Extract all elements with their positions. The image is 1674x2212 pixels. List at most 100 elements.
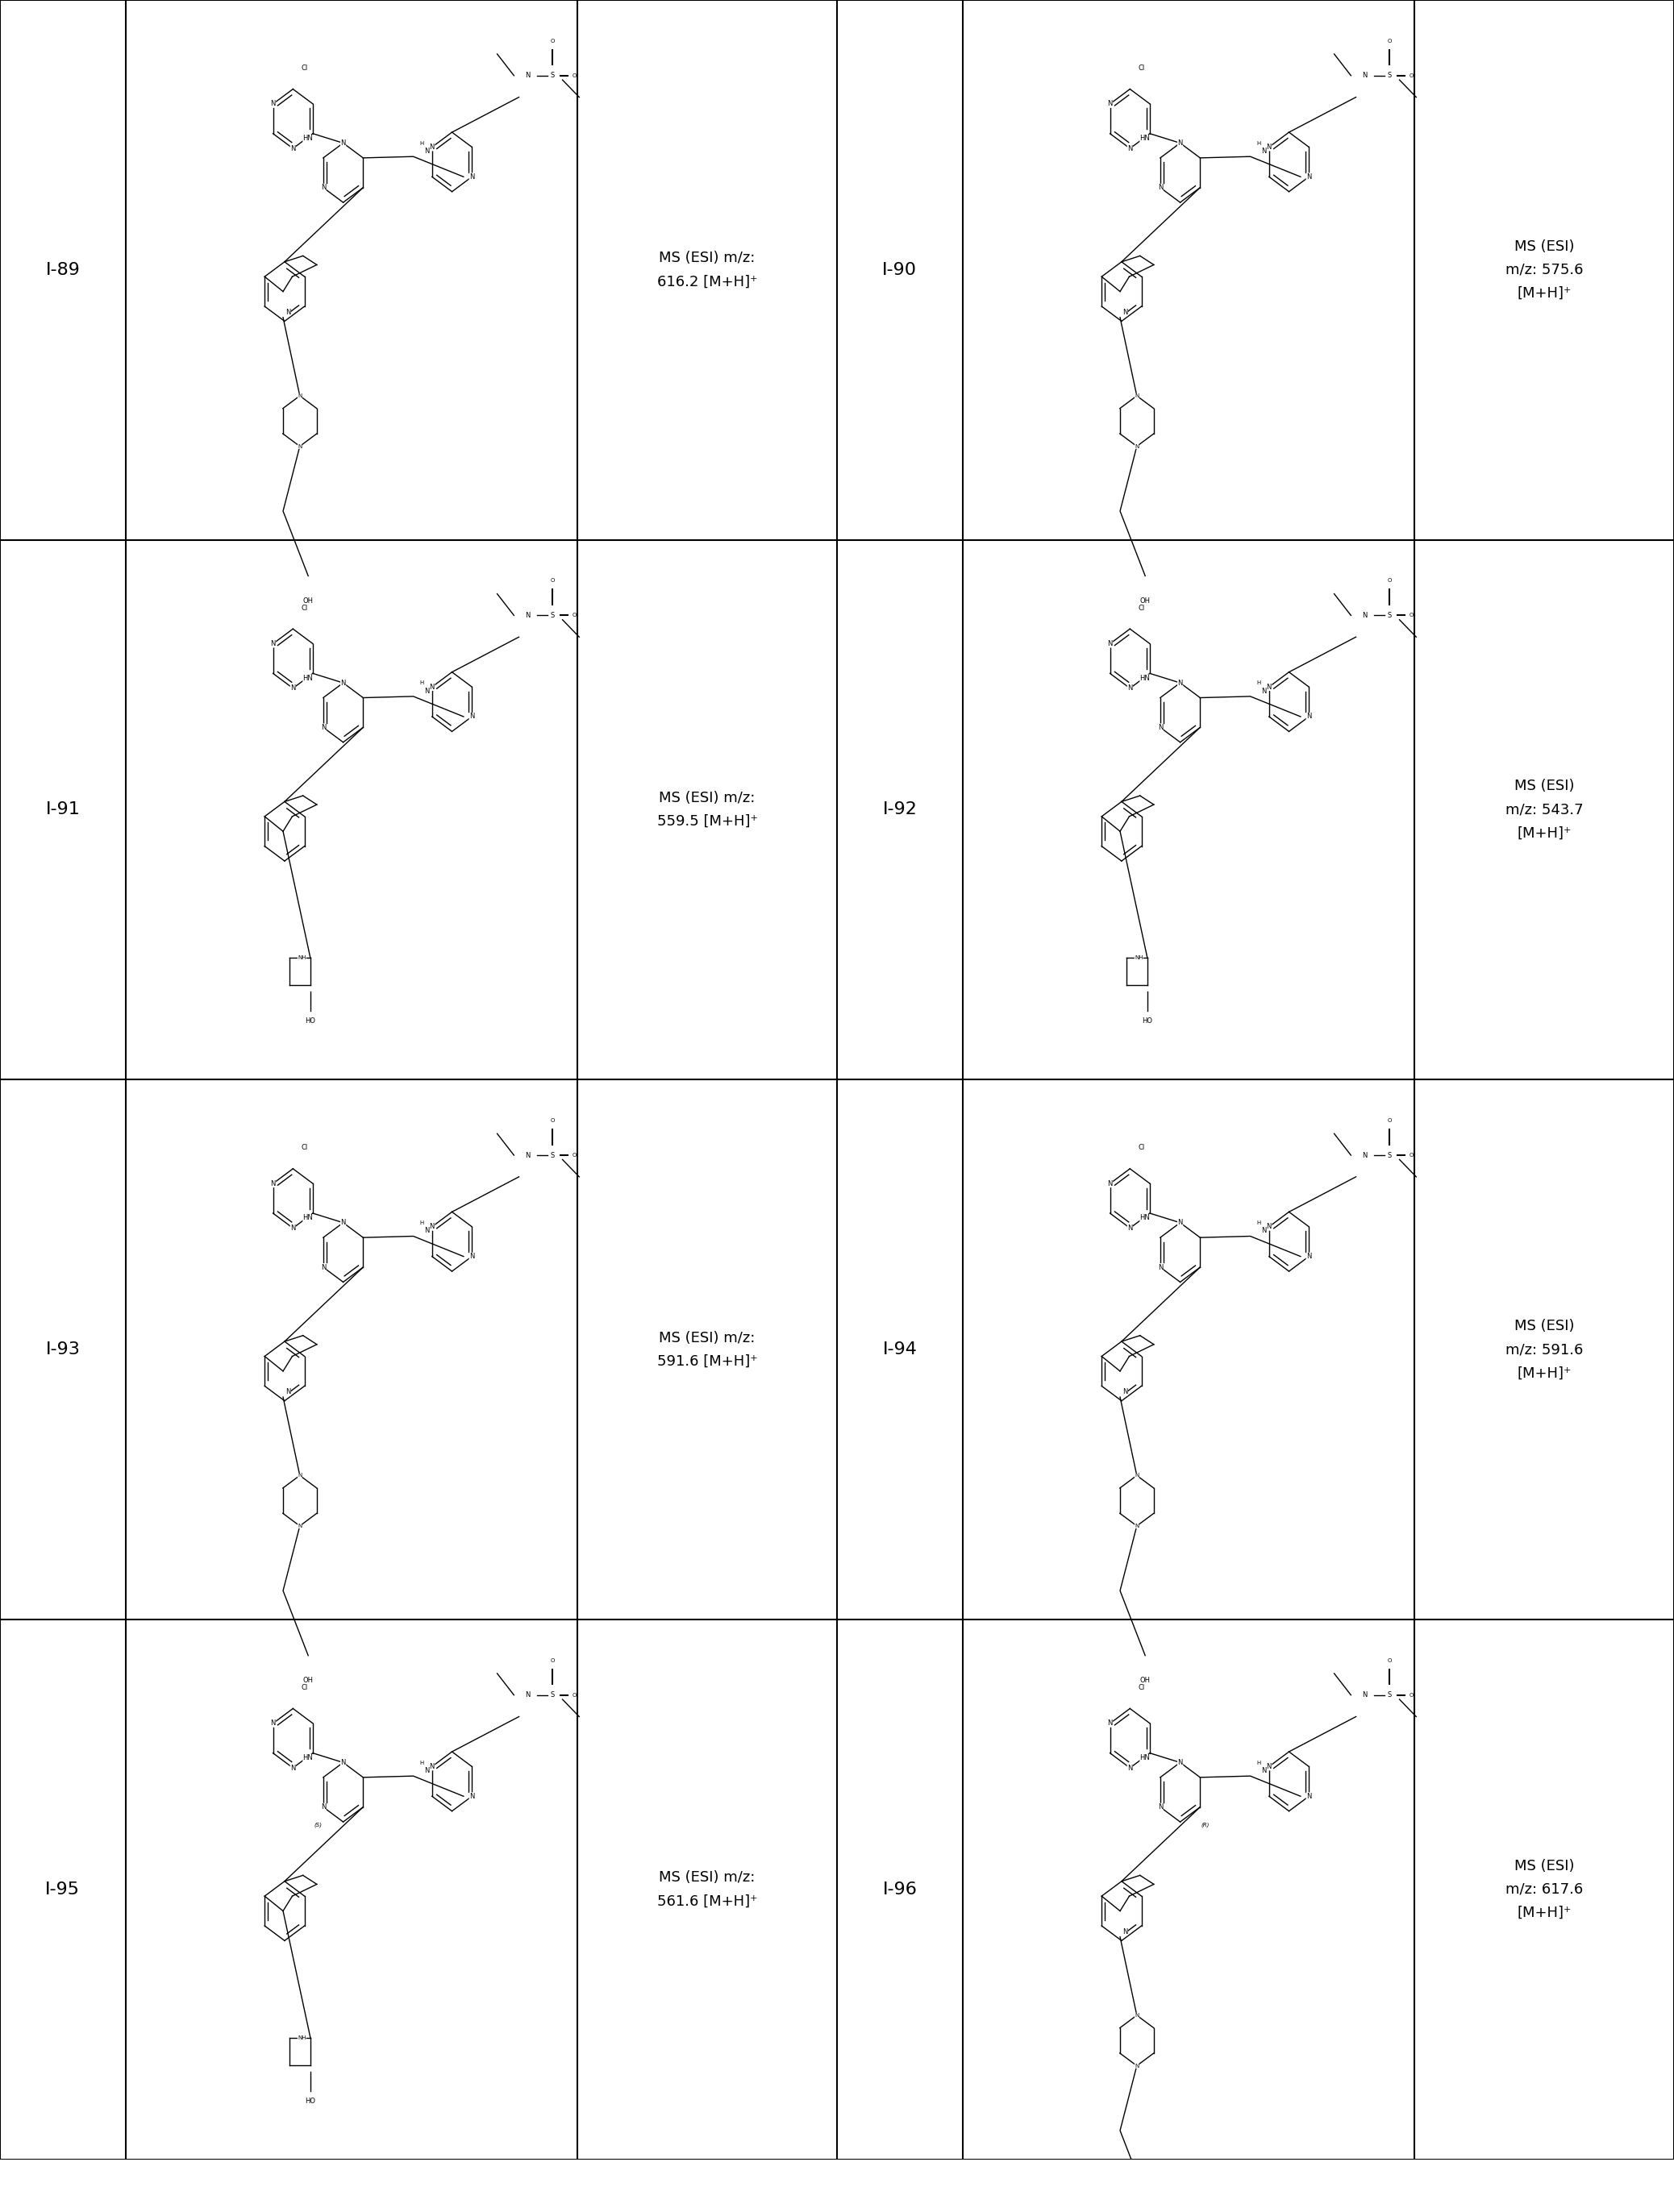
Text: MS (ESI)
m/z: 591.6
[M+H]⁺: MS (ESI) m/z: 591.6 [M+H]⁺ — [1505, 1318, 1584, 1380]
Text: O: O — [1410, 1692, 1415, 1697]
Text: MS (ESI) m/z:
591.6 [M+H]⁺: MS (ESI) m/z: 591.6 [M+H]⁺ — [656, 1332, 758, 1369]
Text: N: N — [286, 1389, 291, 1396]
Text: N: N — [340, 679, 347, 686]
Text: O: O — [1388, 1657, 1391, 1663]
Text: OH: OH — [1140, 1677, 1150, 1683]
Text: I-89: I-89 — [45, 261, 80, 279]
Text: NH: NH — [1135, 956, 1143, 960]
Text: N: N — [1108, 1719, 1113, 1728]
Text: I-91: I-91 — [45, 801, 80, 818]
Text: N: N — [321, 723, 326, 730]
Text: N: N — [430, 1223, 435, 1230]
Text: O: O — [551, 1117, 554, 1124]
Text: N: N — [1135, 2013, 1138, 2017]
Text: H: H — [420, 142, 424, 146]
Text: Cl: Cl — [301, 604, 308, 613]
Text: I-92: I-92 — [882, 801, 917, 818]
Text: HN: HN — [1140, 675, 1150, 681]
Text: Cl: Cl — [1138, 64, 1145, 71]
Text: N: N — [1177, 679, 1184, 686]
Text: N: N — [1127, 144, 1133, 153]
Text: N: N — [1261, 148, 1267, 155]
Text: HO: HO — [1142, 1018, 1153, 1024]
Text: OH: OH — [303, 597, 313, 604]
Text: N: N — [524, 613, 531, 619]
Text: Cl: Cl — [1138, 1144, 1145, 1152]
Text: N: N — [298, 1473, 301, 1478]
Text: N: N — [424, 688, 430, 695]
Text: H: H — [1257, 142, 1261, 146]
Text: MS (ESI) m/z:
561.6 [M+H]⁺: MS (ESI) m/z: 561.6 [M+H]⁺ — [658, 1871, 757, 1909]
Text: S: S — [551, 1692, 554, 1699]
Text: O: O — [1388, 1117, 1391, 1124]
Text: MS (ESI)
m/z: 575.6
[M+H]⁺: MS (ESI) m/z: 575.6 [M+H]⁺ — [1505, 239, 1584, 301]
Text: N: N — [340, 1219, 347, 1225]
Text: S: S — [1388, 73, 1391, 80]
Text: N: N — [1158, 723, 1163, 730]
Text: N: N — [430, 144, 435, 150]
Text: O: O — [573, 73, 578, 77]
Text: N: N — [1177, 139, 1184, 146]
Text: N: N — [321, 1263, 326, 1272]
Text: S: S — [1388, 1152, 1391, 1159]
Text: N: N — [1135, 1473, 1138, 1478]
Text: N: N — [1135, 2064, 1138, 2068]
Text: N: N — [298, 394, 301, 398]
Text: MS (ESI)
m/z: 543.7
[M+H]⁺: MS (ESI) m/z: 543.7 [M+H]⁺ — [1505, 779, 1584, 841]
Text: N: N — [524, 1152, 531, 1159]
Text: N: N — [1123, 1389, 1128, 1396]
Text: Cl: Cl — [1138, 604, 1145, 613]
Text: NH: NH — [298, 956, 306, 960]
Text: N: N — [430, 684, 435, 690]
Text: H: H — [420, 1221, 424, 1225]
Text: N: N — [271, 639, 276, 648]
Text: N: N — [340, 1759, 347, 1765]
Text: N: N — [430, 1763, 435, 1770]
Text: HN: HN — [303, 1214, 313, 1221]
Text: N: N — [424, 148, 430, 155]
Text: N: N — [290, 1765, 296, 1772]
Text: Cl: Cl — [301, 1144, 308, 1152]
Text: N: N — [271, 1719, 276, 1728]
Text: N: N — [1267, 1763, 1272, 1770]
Text: N: N — [1306, 1792, 1311, 1801]
Text: OH: OH — [303, 1677, 313, 1683]
Text: O: O — [1388, 38, 1391, 44]
Text: HO: HO — [305, 1018, 316, 1024]
Text: H: H — [420, 1761, 424, 1765]
Text: N: N — [469, 1252, 474, 1261]
Text: N: N — [1123, 310, 1128, 316]
Text: OH: OH — [1140, 597, 1150, 604]
Text: N: N — [1177, 1759, 1184, 1765]
Text: N: N — [286, 310, 291, 316]
Text: O: O — [1388, 577, 1391, 584]
Text: I-94: I-94 — [882, 1340, 917, 1358]
Text: N: N — [469, 173, 474, 181]
Text: N: N — [424, 1228, 430, 1234]
Text: N: N — [1108, 1179, 1113, 1188]
Text: N: N — [1267, 144, 1272, 150]
Text: N: N — [1306, 712, 1311, 721]
Text: (S): (S) — [315, 1823, 321, 1827]
Text: HN: HN — [303, 1754, 313, 1761]
Text: N: N — [1306, 173, 1311, 181]
Text: N: N — [298, 1524, 301, 1528]
Text: N: N — [1361, 613, 1368, 619]
Text: S: S — [1388, 1692, 1391, 1699]
Text: H: H — [1257, 1221, 1261, 1225]
Text: N: N — [1123, 1929, 1128, 1936]
Text: O: O — [551, 577, 554, 584]
Text: N: N — [469, 1792, 474, 1801]
Text: N: N — [290, 686, 296, 692]
Text: S: S — [1388, 613, 1391, 619]
Text: N: N — [340, 139, 347, 146]
Text: N: N — [1267, 684, 1272, 690]
Text: N: N — [1306, 1252, 1311, 1261]
Text: N: N — [290, 1225, 296, 1232]
Text: O: O — [573, 1692, 578, 1697]
Text: S: S — [551, 1152, 554, 1159]
Text: N: N — [524, 1692, 531, 1699]
Text: S: S — [551, 613, 554, 619]
Text: N: N — [469, 712, 474, 721]
Text: N: N — [1127, 686, 1133, 692]
